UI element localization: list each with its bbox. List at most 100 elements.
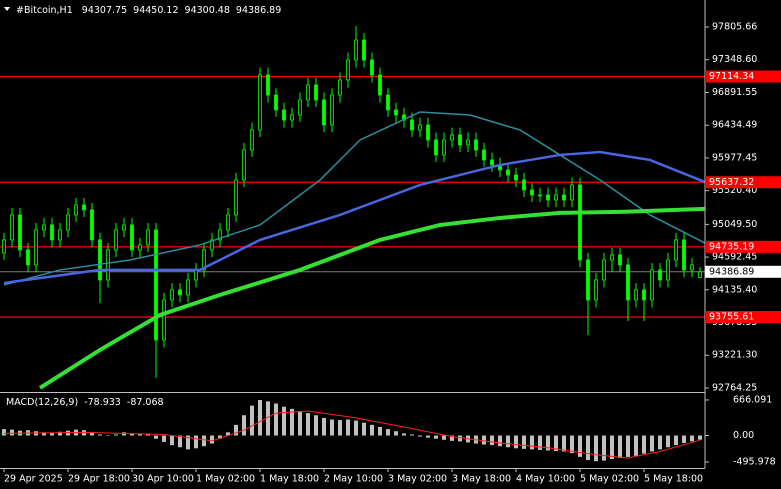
macd-bar (402, 433, 406, 436)
level-label: 97114.34 (709, 71, 754, 82)
candle-body (634, 289, 638, 301)
macd-bar (122, 432, 126, 436)
macd-bar (210, 435, 214, 444)
candle-body (146, 229, 150, 246)
level-label: 93755.61 (709, 311, 754, 322)
macd-bar (370, 424, 374, 436)
macd-bar (330, 419, 334, 436)
macd-bar (346, 419, 350, 436)
macd-bar (66, 430, 70, 436)
candle-body (130, 224, 134, 251)
macd-bar (362, 422, 366, 436)
candle-body (442, 139, 446, 156)
x-tick-label: 5 May 18:00 (644, 474, 703, 485)
candle-body (698, 271, 702, 278)
y-tick-label: 92764.25 (712, 382, 757, 393)
candle-body (554, 194, 558, 201)
candle-body (186, 279, 190, 296)
candle-body (306, 84, 310, 101)
candle-body (338, 79, 342, 96)
candle-body (194, 269, 198, 281)
macd-bar (146, 434, 150, 436)
macd-bar (226, 432, 230, 436)
candle-body (386, 94, 390, 111)
symbol: #Bitcoin,H1 (16, 5, 73, 16)
macd-bar (258, 399, 262, 436)
candle-body (42, 224, 46, 231)
y-tick-label: 94135.40 (712, 284, 757, 295)
candle-body (10, 214, 14, 241)
macd-bar (202, 435, 206, 447)
macd-bar (610, 435, 614, 460)
macd-bar (282, 406, 286, 436)
level-label: 94735.19 (709, 241, 754, 252)
macd-bar (594, 435, 598, 462)
candle-body (674, 239, 678, 261)
close: 94386.89 (236, 5, 281, 16)
macd-value: -78.933 (84, 397, 121, 408)
macd-bar (642, 435, 646, 454)
macd-bar (274, 403, 278, 436)
candle-body (586, 259, 590, 301)
macd-bar (442, 435, 446, 440)
macd-bar (562, 435, 566, 452)
candle-body (618, 254, 622, 266)
candle-body (162, 299, 166, 341)
x-tick-label: 4 May 10:00 (516, 474, 575, 485)
macd-bar (554, 435, 558, 451)
level-label: 95637.32 (709, 177, 754, 188)
moving-average (3, 150, 706, 285)
chart-header: #Bitcoin,H1 94307.75 94450.12 94300.48 9… (16, 5, 281, 16)
moving-average (38, 206, 705, 390)
candle-body (322, 99, 326, 126)
candle-body (490, 159, 494, 166)
macd-bar (178, 435, 182, 448)
candle-body (530, 189, 534, 196)
macd-bar (194, 435, 198, 449)
candle-body (482, 149, 486, 161)
candle-body (458, 134, 462, 146)
high: 94450.12 (133, 5, 178, 16)
macd-bar (634, 435, 638, 456)
level-label-box (705, 176, 781, 189)
candle-body (562, 194, 566, 201)
macd-bar (434, 435, 438, 439)
macd-bar (138, 433, 142, 436)
candle-body (114, 229, 118, 251)
candle-body (330, 94, 334, 126)
candle-body (682, 239, 686, 271)
menu-arrow[interactable] (4, 7, 10, 11)
candle-body (594, 279, 598, 301)
candle-body (394, 109, 398, 116)
candle-body (426, 124, 430, 141)
candle-body (474, 139, 478, 151)
macd-bar (50, 432, 54, 436)
candle-body (466, 139, 470, 146)
y-tick-label: 97805.66 (712, 22, 757, 33)
candle-body (90, 209, 94, 241)
candle-body (410, 119, 414, 131)
macd-bar (618, 435, 622, 458)
macd-bar (578, 435, 582, 457)
candle-body (650, 269, 654, 301)
macd-bar (242, 415, 246, 436)
candle-body (122, 224, 126, 231)
candle-body (666, 259, 670, 281)
macd-bar (698, 435, 702, 440)
candle-body (2, 239, 6, 254)
candle-body (250, 129, 254, 151)
macd-bar (586, 435, 590, 461)
macd-bar (426, 435, 430, 438)
macd-tick-label: -495.978 (733, 456, 776, 467)
macd-bar (170, 435, 174, 446)
macd-bar (98, 434, 102, 436)
macd-bar (546, 435, 550, 451)
candle-body (26, 249, 30, 266)
candle-body (18, 214, 22, 251)
macd-bar (690, 435, 694, 442)
x-tick-label: 29 Apr 2025 (4, 474, 63, 485)
candle-body (50, 224, 54, 241)
candle-body (170, 289, 174, 301)
macd-bar (266, 401, 270, 436)
candle-body (514, 174, 518, 181)
